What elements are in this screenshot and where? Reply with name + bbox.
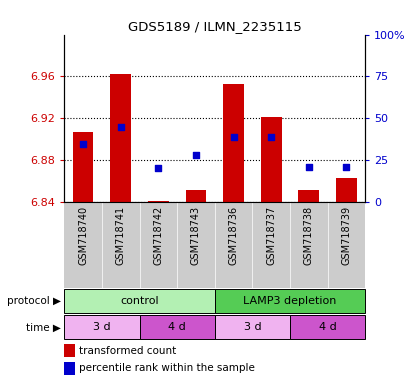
Text: GSM718742: GSM718742 <box>154 206 164 265</box>
Text: GSM718736: GSM718736 <box>229 206 239 265</box>
Text: GSM718740: GSM718740 <box>78 206 88 265</box>
Point <box>193 152 199 158</box>
Bar <box>336 178 357 202</box>
Text: 4 d: 4 d <box>319 322 337 332</box>
Text: time ▶: time ▶ <box>27 322 61 332</box>
Text: GSM718741: GSM718741 <box>116 206 126 265</box>
Point <box>230 134 237 140</box>
Text: GSM718739: GSM718739 <box>342 206 352 265</box>
Bar <box>148 201 168 202</box>
Point <box>155 166 162 172</box>
Text: LAMP3 depletion: LAMP3 depletion <box>243 296 337 306</box>
Text: protocol ▶: protocol ▶ <box>7 296 61 306</box>
Text: 3 d: 3 d <box>93 322 111 332</box>
Bar <box>215 316 290 339</box>
Point <box>117 124 124 130</box>
Bar <box>298 190 319 202</box>
Text: 3 d: 3 d <box>244 322 261 332</box>
Text: percentile rank within the sample: percentile rank within the sample <box>79 363 255 373</box>
Point <box>343 164 350 170</box>
Bar <box>64 289 215 313</box>
Text: GSM718737: GSM718737 <box>266 206 276 265</box>
Bar <box>73 132 93 202</box>
Point <box>80 141 86 147</box>
Text: control: control <box>120 296 159 306</box>
Bar <box>64 344 75 357</box>
Text: GSM718738: GSM718738 <box>304 206 314 265</box>
Text: transformed count: transformed count <box>79 346 177 356</box>
Point <box>305 164 312 170</box>
Bar <box>215 289 365 313</box>
Bar <box>261 117 281 202</box>
Bar <box>64 316 139 339</box>
Bar <box>290 316 365 339</box>
Bar <box>186 190 206 202</box>
Bar <box>64 362 75 374</box>
Text: GSM718743: GSM718743 <box>191 206 201 265</box>
Title: GDS5189 / ILMN_2235115: GDS5189 / ILMN_2235115 <box>128 20 302 33</box>
Text: 4 d: 4 d <box>168 322 186 332</box>
Bar <box>139 316 215 339</box>
Point <box>268 134 274 140</box>
Bar <box>223 84 244 202</box>
Bar <box>110 74 131 202</box>
